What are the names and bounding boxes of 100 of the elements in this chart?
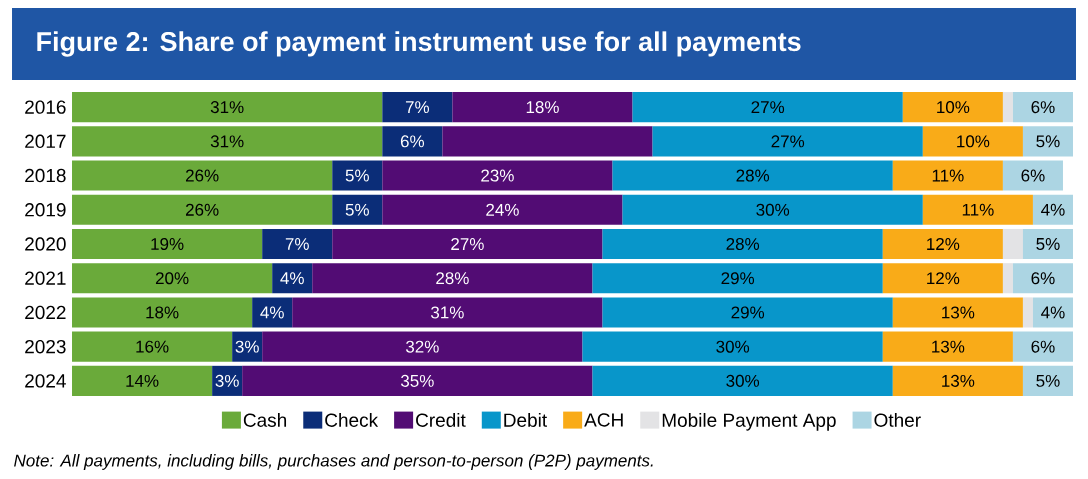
data-label: 13% (942, 306, 975, 319)
text: Note: All payments, including bills, purchases and person-to-person (P2P) payments. (14, 454, 653, 470)
data-label: 23% (481, 169, 514, 182)
data-label: 20% (155, 272, 189, 285)
bar (1032, 194, 1073, 225)
bar (592, 365, 893, 396)
data-label: 24% (486, 203, 519, 216)
y-tick-label: 2019 (25, 203, 66, 217)
data-label: 3% (215, 374, 239, 387)
y-tick-label: 2022 (25, 305, 66, 320)
bar (1012, 331, 1073, 362)
chart-title: Figure 2: Share of payment instrument use for all payments (37, 31, 801, 57)
data-label: 7% (405, 101, 430, 114)
bar (892, 365, 1023, 396)
y-tick-label: 2017 (25, 134, 66, 149)
bar (262, 331, 583, 362)
data-label: 5% (345, 169, 369, 182)
bar (1002, 92, 1013, 123)
bar (442, 126, 653, 157)
data-label: 28% (726, 237, 760, 251)
data-label: 35% (400, 374, 434, 387)
data-label: 30% (756, 203, 790, 216)
data-label: 32% (405, 340, 439, 353)
y-tick-label: 2018 (25, 168, 66, 183)
bar (602, 297, 893, 328)
data-label: 31% (431, 306, 464, 319)
data-label: 6% (1031, 340, 1055, 353)
data-label: 18% (146, 306, 179, 319)
data-label: 12% (927, 238, 960, 250)
legend-label: Credit (416, 412, 466, 427)
bar (382, 160, 613, 191)
data-label: 4% (280, 272, 304, 285)
data-label: 14% (126, 374, 159, 387)
data-label: 10% (937, 101, 970, 114)
data-label: 11% (932, 169, 964, 182)
data-label: 27% (771, 135, 805, 148)
y-tick-label: 2016 (25, 100, 66, 114)
bar (72, 263, 273, 294)
bar (1002, 228, 1023, 260)
data-label: 26% (185, 169, 219, 182)
bar (592, 263, 883, 294)
bar (1022, 228, 1073, 260)
legend-label: ACH (584, 413, 623, 427)
bar (1012, 263, 1073, 294)
bar (1012, 92, 1073, 123)
bar (212, 365, 243, 396)
bar (332, 194, 383, 225)
bar (232, 331, 263, 362)
legend-label: Debit (504, 412, 547, 427)
bar (72, 126, 383, 157)
bar (882, 228, 1003, 260)
bar (602, 228, 883, 260)
bar (1032, 297, 1073, 328)
bar (922, 194, 1033, 225)
bar (1022, 126, 1073, 157)
y-tick-label: 2021 (25, 271, 66, 285)
bar (252, 297, 293, 328)
data-label: 13% (942, 374, 975, 387)
legend-label: Other (874, 412, 921, 427)
bar (292, 297, 603, 328)
data-label: 5% (1036, 374, 1060, 387)
y-tick-label: 2024 (25, 374, 66, 388)
bar (652, 126, 923, 157)
bar (882, 331, 1013, 362)
data-label: 10% (957, 135, 990, 148)
bar (382, 92, 453, 123)
data-label: 6% (1031, 272, 1055, 285)
bar (72, 297, 253, 328)
bar (312, 263, 593, 294)
legend-label: Cash (243, 412, 287, 427)
data-label: 30% (726, 374, 760, 387)
data-label: 5% (345, 203, 369, 216)
data-label: 28% (736, 169, 770, 182)
data-label: 5% (1036, 135, 1060, 148)
bar (902, 92, 1003, 123)
y-tick-label: 2023 (25, 339, 66, 354)
data-label: 6% (1021, 169, 1045, 182)
data-label: 18% (526, 101, 559, 114)
bar (72, 331, 233, 362)
bar (332, 160, 383, 191)
data-label: 11% (962, 203, 994, 216)
data-label: 19% (151, 237, 184, 251)
data-label: 12% (927, 272, 960, 285)
bar (1002, 160, 1063, 191)
bar (72, 160, 333, 191)
bar (72, 194, 333, 225)
bar (242, 365, 593, 396)
data-label: 26% (185, 203, 219, 216)
bar (452, 92, 633, 123)
data-label: 4% (1041, 306, 1065, 319)
bar (332, 228, 603, 260)
bar (632, 92, 903, 123)
bar (72, 228, 263, 260)
bar (1022, 297, 1033, 328)
bar (72, 92, 383, 123)
legend-label: Mobile Payment App (662, 412, 836, 431)
bar (382, 194, 623, 225)
data-label: 4% (1041, 203, 1065, 216)
data-label: 6% (400, 135, 425, 148)
bar (1022, 365, 1073, 396)
